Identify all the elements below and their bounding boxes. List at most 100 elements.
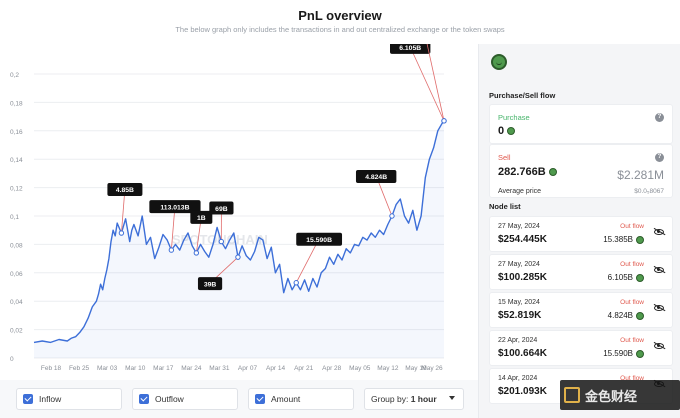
pnl-chart[interactable]: 0 0,02 0,04 0,06 0,08 0,1 0,12 0,14 0,16 0,18 0,2 …	[0, 44, 478, 378]
node-list-title: Node list	[489, 202, 521, 211]
purchase-card: Purchase ? 0	[489, 104, 673, 144]
y-tick-label: 0	[10, 356, 14, 363]
x-tick-label: Mar 17	[153, 365, 174, 372]
annotation-point[interactable]	[218, 238, 225, 245]
group-by-label: Group by:	[371, 394, 409, 404]
chevron-down-icon	[449, 396, 455, 400]
annotation-connector	[426, 44, 445, 121]
token-coin-icon	[636, 235, 644, 244]
group-by-select[interactable]: Group by: 1 hour	[364, 388, 464, 410]
sell-card: Sell ? 282.766B $2.281M Average price $0…	[489, 144, 673, 198]
series-line[interactable]	[33, 120, 445, 344]
token-logo-icon	[491, 54, 507, 70]
y-tick-label: 0,12	[10, 186, 23, 193]
annotation-point[interactable]	[118, 230, 125, 236]
page-subtitle: The below graph only includes the transa…	[175, 25, 505, 34]
annotation-point[interactable]	[389, 213, 395, 219]
node-date: 27 May, 2024	[498, 261, 540, 268]
node-token-amount: 6.105B	[608, 273, 644, 282]
y-tick-label: 0,08	[10, 242, 23, 249]
annotation-label: 6.105B	[399, 45, 421, 52]
inflow-label: Inflow	[39, 394, 62, 404]
annotation-connector	[409, 46, 445, 122]
annotation-label: 113.013B	[160, 204, 189, 211]
node-date: 14 Apr, 2024	[498, 375, 538, 382]
annotation-point[interactable]	[293, 280, 299, 286]
annotation-connector	[121, 189, 126, 234]
eye-off-icon[interactable]	[654, 267, 664, 273]
x-tick-label: Mar 31	[209, 365, 230, 372]
x-tick-label: May 05	[349, 365, 371, 372]
node-usd-value: $254.445K	[498, 234, 547, 245]
node-usd-value: $100.285K	[498, 272, 547, 283]
series-area	[34, 120, 444, 359]
annotation-point[interactable]	[441, 118, 447, 124]
eye-off-icon[interactable]	[654, 229, 664, 235]
amount-toggle[interactable]: Amount	[248, 388, 354, 410]
node-list-item[interactable]: 22 Apr, 2024 $100.664K Out flow 15.590B	[489, 330, 673, 366]
annotation-badge[interactable]	[190, 210, 213, 224]
node-flow-type: Out flow	[620, 223, 644, 230]
chart-controls: Inflow Outflow Amount Group by: 1 hour	[0, 380, 478, 418]
x-tick-label: Mar 03	[97, 365, 118, 372]
y-tick-label: 0,14	[10, 157, 23, 164]
annotation-badge[interactable]	[209, 201, 234, 215]
node-date: 27 May, 2024	[498, 223, 540, 230]
token-coin-icon	[636, 311, 644, 320]
footer-watermark: 金色财经	[560, 380, 680, 410]
node-token-amount: 4.824B	[608, 311, 644, 320]
info-icon[interactable]: ?	[655, 153, 664, 162]
pnl-chart-svg[interactable]: 00,020,040,060,080,10,120,140,160,180,2 …	[0, 44, 478, 378]
page-header: PnL overview The below graph only includ…	[0, 0, 680, 40]
node-flow-type: Out flow	[620, 337, 644, 344]
annotation-point[interactable]	[168, 247, 175, 253]
group-by-value: 1 hour	[410, 394, 437, 404]
annotation-point[interactable]	[235, 254, 241, 260]
inflow-checkbox[interactable]	[23, 394, 33, 404]
annotation-badge[interactable]	[390, 44, 431, 54]
node-date: 15 May, 2024	[498, 299, 540, 306]
node-list-item[interactable]: 15 May, 2024 $52.819K Out flow 4.824B	[489, 292, 673, 328]
eye-off-icon[interactable]	[654, 343, 664, 349]
outflow-toggle[interactable]: Outflow	[132, 388, 238, 410]
node-list-item[interactable]: 27 May, 2024 $254.445K Out flow 15.385B	[489, 216, 673, 252]
node-usd-value: $201.093K	[498, 386, 547, 397]
annotation-badge[interactable]	[149, 200, 201, 214]
annotation-connector	[170, 206, 176, 251]
node-date: 22 Apr, 2024	[498, 337, 538, 344]
brand-logo-icon	[564, 387, 580, 403]
average-price-label: Average price	[498, 188, 542, 195]
token-coin-icon	[548, 168, 557, 177]
node-usd-value: $52.819K	[498, 310, 542, 321]
annotation-badge[interactable]	[197, 277, 223, 291]
annotation-point[interactable]	[193, 250, 200, 256]
annotation-badge[interactable]	[107, 183, 143, 197]
annotation-badge[interactable]	[355, 170, 397, 183]
eye-off-icon[interactable]	[654, 305, 664, 311]
sell-usd-value: $2.281M	[617, 168, 664, 182]
footer-watermark-text: 金色财经	[585, 388, 638, 404]
node-token-amount: 15.385B	[603, 235, 644, 244]
x-tick-label: Apr 14	[266, 365, 286, 372]
y-tick-label: 0,02	[10, 328, 23, 335]
outflow-checkbox[interactable]	[139, 394, 149, 404]
x-tick-label: Feb 25	[69, 365, 90, 372]
purchase-value: 0	[498, 125, 516, 137]
average-price-value: $0.0₅8067	[634, 188, 664, 195]
x-tick-label: Apr 28	[322, 365, 342, 372]
x-tick-label: Mar 10	[125, 365, 146, 372]
inflow-toggle[interactable]: Inflow	[16, 388, 122, 410]
annotation-badge[interactable]	[296, 232, 343, 246]
x-tick-label: May 26	[421, 365, 443, 372]
sell-label: Sell	[498, 153, 511, 162]
node-list-item[interactable]: 27 May, 2024 $100.285K Out flow 6.105B	[489, 254, 673, 290]
node-flow-type: Out flow	[620, 375, 644, 382]
x-tick-label: May 19	[405, 365, 427, 372]
page-title: PnL overview	[298, 8, 382, 23]
amount-label: Amount	[271, 394, 301, 404]
amount-checkbox[interactable]	[255, 394, 265, 404]
node-flow-type: Out flow	[620, 261, 644, 268]
info-icon[interactable]: ?	[655, 113, 664, 122]
x-tick-label: Apr 21	[294, 365, 314, 372]
sidebar-panel: Purchase/Sell flow Purchase ? 0 Sell ? 2…	[478, 44, 680, 418]
